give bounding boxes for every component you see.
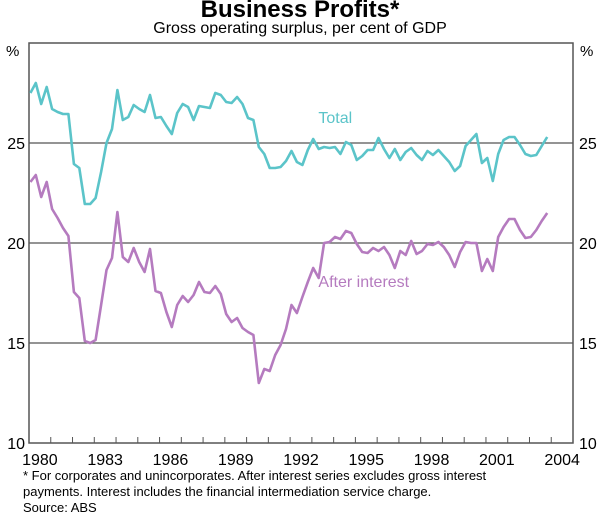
- x-tick-label: 1983: [87, 452, 123, 469]
- chart-title: Business Profits*: [200, 0, 400, 23]
- footnote-line-1: * For corporates and unincorporates. Aft…: [23, 468, 487, 483]
- x-tick-label: 1998: [414, 452, 450, 469]
- y-tick-label-right: 15: [579, 336, 597, 353]
- series-label-after-interest: After interest: [318, 274, 409, 291]
- series-label-total: Total: [318, 110, 352, 127]
- chart-subtitle: Gross operating surplus, per cent of GDP: [153, 20, 447, 37]
- source-note: Source: ABS: [23, 500, 97, 515]
- y-tick-label-left: 15: [7, 336, 25, 353]
- x-tick-label: 1986: [153, 452, 189, 469]
- y-tick-label-left: 25: [7, 136, 25, 153]
- x-tick-label: 1995: [348, 452, 384, 469]
- footnote-line-2: payments. Interest includes the financia…: [23, 484, 432, 499]
- plot-frame: [28, 42, 574, 444]
- series-line-after-interest: [29, 173, 549, 385]
- y-tick-label-left: 20: [7, 236, 25, 253]
- y-tick-label-left: 10: [7, 436, 25, 453]
- x-tick-label: 1989: [218, 452, 254, 469]
- y-unit-right: %: [580, 43, 594, 60]
- x-tick-label: 1992: [283, 452, 319, 469]
- y-tick-label-right: 25: [579, 136, 597, 153]
- y-unit-left: %: [6, 43, 20, 60]
- x-tick-label: 2001: [479, 452, 515, 469]
- x-tick-label: 1980: [22, 452, 58, 469]
- y-tick-label-right: 10: [579, 436, 597, 453]
- series-line-total: [29, 81, 549, 206]
- y-tick-label-right: 20: [579, 236, 597, 253]
- x-tick-label: 2004: [544, 452, 580, 469]
